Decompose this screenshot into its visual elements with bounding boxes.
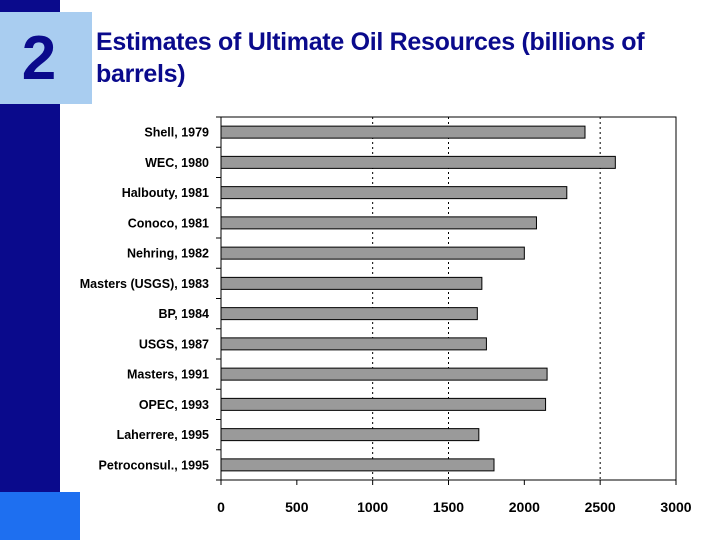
category-label-2: Halbouty, 1981 bbox=[122, 186, 209, 200]
bar-0 bbox=[220, 125, 586, 139]
bar-4 bbox=[220, 246, 525, 260]
chart-title: Estimates of Ultimate Oil Resources (bil… bbox=[96, 28, 645, 88]
bar-1 bbox=[220, 155, 616, 169]
labels: Shell, 1979 WEC, 1980 Halbouty, 1981 Conoco… bbox=[80, 126, 692, 515]
x-tick-label-0: 0 bbox=[217, 499, 225, 515]
bar-11 bbox=[220, 458, 495, 472]
x-tick-label-3: 1500 bbox=[433, 499, 464, 515]
category-label-6: BP, 1984 bbox=[158, 307, 209, 321]
category-label-5: Masters (USGS), 1983 bbox=[80, 277, 209, 291]
bar-10 bbox=[220, 428, 480, 442]
bar-3 bbox=[220, 216, 537, 230]
accent-square bbox=[0, 492, 80, 540]
bar-8 bbox=[220, 367, 548, 381]
category-label-10: Laherrere, 1995 bbox=[117, 428, 209, 442]
x-tick-label-2: 1000 bbox=[357, 499, 388, 515]
bar-5 bbox=[220, 276, 483, 290]
axes bbox=[216, 116, 677, 485]
category-label-11: Petroconsul., 1995 bbox=[99, 458, 210, 472]
category-label-7: USGS, 1987 bbox=[139, 337, 209, 351]
x-tick-label-5: 2500 bbox=[585, 499, 616, 515]
category-label-9: OPEC, 1993 bbox=[139, 398, 209, 412]
x-tick-label-1: 500 bbox=[285, 499, 309, 515]
bar-2 bbox=[220, 186, 568, 200]
category-label-1: WEC, 1980 bbox=[145, 156, 209, 170]
bar-9 bbox=[220, 397, 547, 411]
category-label-4: Nehring, 1982 bbox=[127, 247, 209, 261]
bar-7 bbox=[220, 337, 487, 351]
slide-number: 2 bbox=[21, 23, 57, 93]
bar-6 bbox=[220, 307, 478, 321]
x-tick-label-6: 3000 bbox=[660, 499, 691, 515]
category-label-0: Shell, 1979 bbox=[144, 126, 209, 140]
x-tick-label-4: 2000 bbox=[509, 499, 540, 515]
gridlines bbox=[372, 117, 601, 480]
category-label-3: Conoco, 1981 bbox=[128, 216, 209, 230]
bars bbox=[220, 125, 616, 472]
slide-number-badge: 2 bbox=[0, 12, 92, 104]
category-label-8: Masters, 1991 bbox=[127, 368, 209, 382]
